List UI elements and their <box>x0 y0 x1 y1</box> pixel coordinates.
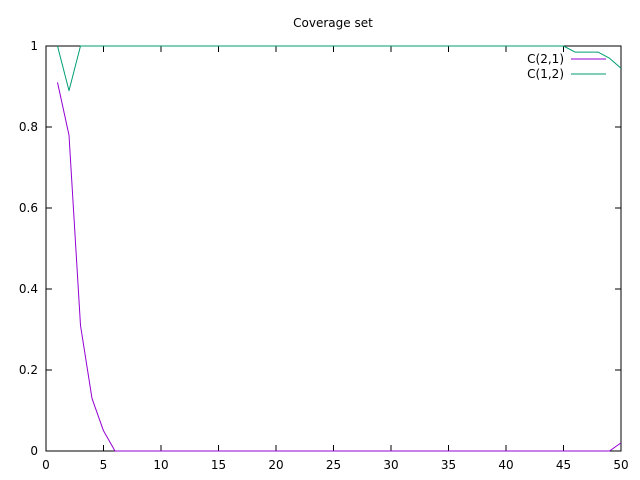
chart-title: Coverage set <box>293 16 373 30</box>
legend-label: C(1,2) <box>527 67 564 81</box>
x-tick-label: 45 <box>556 458 571 472</box>
plot-frame <box>45 45 622 452</box>
y-tick-label: 0.6 <box>19 201 38 215</box>
x-tick-label: 30 <box>383 458 398 472</box>
series-line-C(1,2) <box>57 45 622 92</box>
legend-label: C(2,1) <box>527 52 564 66</box>
x-tick-label: 10 <box>153 458 168 472</box>
series-line-C(2,1) <box>57 82 622 452</box>
series-lines <box>57 45 622 452</box>
y-tick-label: 0 <box>30 444 38 458</box>
x-tick-label: 40 <box>498 458 513 472</box>
y-tick-label: 0.2 <box>19 363 38 377</box>
x-tick-label: 5 <box>100 458 108 472</box>
y-tick-label: 0.8 <box>19 120 38 134</box>
x-tick-label: 0 <box>42 458 50 472</box>
x-tick-label: 35 <box>441 458 456 472</box>
x-tick-label: 20 <box>268 458 283 472</box>
x-tick-label: 25 <box>326 458 341 472</box>
y-tick-label: 0.4 <box>19 282 38 296</box>
legend: C(2,1)C(1,2) <box>527 52 606 81</box>
x-tick-label: 15 <box>211 458 226 472</box>
x-tick-label: 50 <box>613 458 628 472</box>
y-tick-label: 1 <box>30 39 38 53</box>
axis-ticks: 0 5 10 15 20 25 30 35 40 45 50 0 0.2 0.4 0.6 0.8 1 <box>19 39 629 472</box>
